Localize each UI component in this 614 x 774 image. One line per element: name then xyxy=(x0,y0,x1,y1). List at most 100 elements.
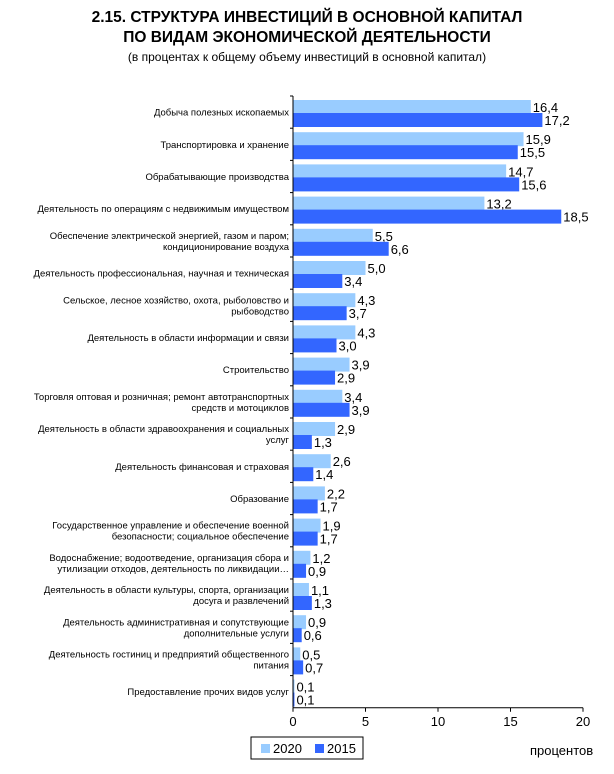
category-label: Деятельность гостиниц и предприятий обще… xyxy=(49,650,289,672)
x-axis-title: процентов xyxy=(530,743,593,758)
x-tick-label: 5 xyxy=(362,714,369,729)
category-label: Сельское, лесное хозяйство, охота, рыбол… xyxy=(63,295,289,317)
category-label-line: кондиционирование воздуха xyxy=(163,242,290,253)
bar-2015 xyxy=(293,628,302,643)
x-tick-label: 10 xyxy=(431,714,445,729)
data-label-2015: 1,7 xyxy=(320,499,338,514)
data-label-2015: 1,7 xyxy=(320,532,338,547)
bar-2015 xyxy=(293,209,562,224)
bar-2020 xyxy=(293,357,350,372)
bar-2015 xyxy=(293,435,312,449)
bar-2020 xyxy=(293,196,485,211)
data-label-2015: 15,5 xyxy=(520,145,545,160)
bar-2015 xyxy=(293,306,347,321)
bar-2015 xyxy=(293,338,337,353)
data-label-2015: 1,3 xyxy=(314,596,332,611)
bar-2020 xyxy=(293,293,356,308)
data-label-2015: 15,6 xyxy=(521,177,546,192)
bar-2020 xyxy=(293,679,295,694)
bar-2020 xyxy=(293,164,507,179)
category-label-line: Деятельность в области здравоохранения и… xyxy=(38,424,289,435)
x-tick-label: 0 xyxy=(289,714,296,729)
data-label-2015: 17,2 xyxy=(544,113,569,128)
category-label-line: Торговля оптовая и розничная; ремонт авт… xyxy=(34,392,289,403)
legend-swatch-2015 xyxy=(315,744,324,753)
bar-2015 xyxy=(293,660,304,675)
bar-2020 xyxy=(293,518,321,533)
category-label: Торговля оптовая и розничная; ремонт авт… xyxy=(34,392,289,414)
x-tick-label: 20 xyxy=(576,714,590,729)
category-label-line: Деятельность административная и сопутств… xyxy=(63,617,289,628)
category-label: Строительство xyxy=(223,365,289,376)
category-label: Деятельность по операциям с недвижимым и… xyxy=(37,204,289,215)
category-label-line: рыбоводство xyxy=(231,306,289,317)
category-label-line: досуга и развлечений xyxy=(193,596,289,607)
bar-2015 xyxy=(293,241,389,256)
legend-label-2015: 2015 xyxy=(327,741,356,756)
bar-2020 xyxy=(293,486,325,501)
data-label-2020: 15,9 xyxy=(526,132,551,147)
data-label-2020: 5,0 xyxy=(368,261,386,276)
data-label-2015: 6,6 xyxy=(391,242,409,257)
legend-swatch-2020 xyxy=(261,744,270,753)
data-label-2020: 4,3 xyxy=(357,325,375,340)
category-label: Образование xyxy=(230,494,289,505)
category-label: Государственное управление и обеспечение… xyxy=(52,521,289,543)
bar-2020 xyxy=(293,100,531,114)
bar-2015 xyxy=(293,467,314,482)
data-label-2015: 3,4 xyxy=(344,274,362,289)
data-label-2020: 1,9 xyxy=(323,519,341,534)
chart-subtitle: (в процентах к общему объему инвестиций … xyxy=(127,50,487,64)
category-label: Деятельность в области культуры, спорта,… xyxy=(44,585,289,607)
category-label: Деятельность в области информации и связ… xyxy=(87,333,289,344)
category-label: Транспортировка и хранение xyxy=(160,140,289,151)
data-label-2020: 16,4 xyxy=(533,100,558,115)
category-label-line: Деятельность гостиниц и предприятий обще… xyxy=(49,650,289,661)
data-label-2015: 3,9 xyxy=(352,403,370,418)
category-label-line: Водоснабжение; водоотведение, организаци… xyxy=(49,553,289,564)
data-label-2015: 0,9 xyxy=(308,564,326,579)
data-label-2020: 0,9 xyxy=(308,615,326,630)
category-label-line: услуг xyxy=(266,435,290,446)
data-label-2020: 14,7 xyxy=(508,164,533,179)
x-tick-label: 15 xyxy=(503,714,517,729)
category-label: Обрабатывающие производства xyxy=(145,172,289,183)
legend-label-2020: 2020 xyxy=(273,741,302,756)
category-label-line: утилизации отходов, деятельность по ликв… xyxy=(57,564,289,575)
data-label-2020: 5,5 xyxy=(375,229,393,244)
bar-2015 xyxy=(293,274,343,288)
bar-2020 xyxy=(293,550,311,565)
data-label-2015: 0,7 xyxy=(305,660,323,675)
bar-2020 xyxy=(293,132,524,147)
data-label-2015: 0,1 xyxy=(296,693,314,708)
category-label: Предоставление прочих видов услуг xyxy=(127,687,289,698)
data-label-2020: 13,2 xyxy=(486,197,511,212)
bar-2020 xyxy=(293,389,343,404)
data-label-2020: 2,2 xyxy=(327,486,345,501)
data-label-2020: 1,1 xyxy=(311,583,329,598)
data-label-2020: 0,1 xyxy=(296,680,314,695)
data-label-2015: 3,0 xyxy=(339,338,357,353)
bar-2020 xyxy=(293,261,366,275)
category-label-line: Деятельность в области культуры, спорта,… xyxy=(44,585,289,596)
category-label: Деятельность административная и сопутств… xyxy=(63,617,289,639)
category-label: Обеспечение электрической энергией, газо… xyxy=(50,231,290,253)
bar-2015 xyxy=(293,370,336,385)
data-label-2015: 1,3 xyxy=(314,435,332,450)
chart-title-line-1: 2.15. СТРУКТУРА ИНВЕСТИЦИЙ В ОСНОВНОЙ КА… xyxy=(91,9,523,26)
bar-2020 xyxy=(293,583,309,597)
data-label-2020: 0,5 xyxy=(302,647,320,662)
category-label-line: питания xyxy=(253,661,289,672)
bar-2015 xyxy=(293,563,307,578)
category-label-line: средств и мотоциклов xyxy=(191,403,289,414)
category-label: Деятельность профессиональная, научная и… xyxy=(34,269,289,280)
chart-title-line-2: ПО ВИДАМ ЭКОНОМИЧЕСКОЙ ДЕЯТЕЛЬНОСТИ xyxy=(123,29,491,46)
bar-2015 xyxy=(293,113,543,127)
category-label-line: дополнительные услуги xyxy=(184,628,289,639)
data-label-2015: 0,6 xyxy=(304,628,322,643)
bar-2015 xyxy=(293,531,318,546)
data-label-2020: 2,9 xyxy=(337,422,355,437)
bar-2015 xyxy=(293,177,520,192)
bar-2020 xyxy=(293,454,331,469)
